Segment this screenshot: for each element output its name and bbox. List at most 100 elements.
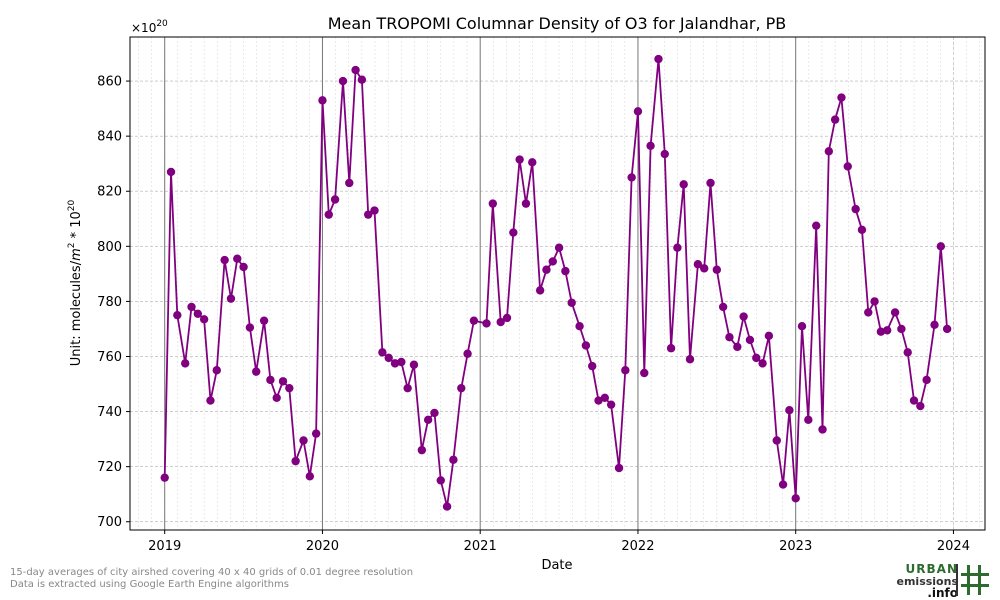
logo-word-urban: URBAN [905, 562, 958, 576]
data-point [606, 400, 616, 409]
data-point [509, 228, 518, 237]
data-point [922, 375, 931, 385]
data-point [791, 494, 800, 503]
y-tick-label: 740 [97, 405, 122, 420]
chart-title: Mean TROPOMI Columnar Density of O3 for … [328, 14, 787, 33]
y-tick-label: 860 [97, 75, 122, 90]
data-point [930, 320, 939, 330]
data-point [305, 472, 315, 481]
data-point [897, 324, 906, 334]
data-point [666, 344, 676, 353]
data-point [857, 225, 867, 234]
data-point [403, 383, 412, 393]
data-point [220, 255, 229, 265]
data-point [370, 206, 379, 215]
data-point [384, 353, 393, 363]
x-tick-label: 2020 [306, 539, 339, 554]
data-point [482, 319, 491, 328]
data-point [245, 323, 255, 332]
data-point [160, 473, 169, 482]
data-point [876, 327, 886, 336]
grid [130, 37, 985, 530]
y-tick-label: 700 [97, 515, 122, 530]
data-point [199, 315, 209, 324]
x-tick-label: 2019 [148, 539, 181, 554]
data-point [442, 502, 452, 511]
x-tick-label: 2024 [937, 539, 970, 554]
data-point [712, 265, 722, 274]
data-point [251, 367, 261, 376]
data-point [212, 366, 221, 375]
data-point [166, 167, 176, 177]
footnote-line-1: 15-day averages of city airshed covering… [10, 567, 414, 578]
offset-text: ×1020 [131, 19, 168, 35]
data-point [515, 155, 524, 164]
y-ticks: 700 720 740 760 780 800 820 840 860 [97, 75, 130, 530]
data-point [554, 243, 564, 252]
data-point [173, 310, 182, 320]
data-point [502, 313, 512, 323]
x-ticks: 2019 2020 2021 2022 2023 2024 [148, 530, 970, 554]
year-lines [164, 37, 797, 530]
data-point [824, 147, 834, 156]
data-point [700, 264, 709, 273]
y-tick-label: 840 [97, 130, 122, 145]
data-point [594, 396, 603, 405]
data-point [272, 393, 281, 402]
data-point [942, 324, 952, 334]
data-points [160, 54, 952, 511]
data-point [567, 298, 576, 307]
data-point [733, 342, 742, 352]
data-point [843, 162, 852, 171]
data-point [785, 405, 794, 415]
data-point [640, 368, 649, 378]
data-point [390, 359, 400, 368]
data-point [890, 308, 900, 317]
data-point [496, 317, 505, 327]
data-point [206, 396, 215, 405]
data-point [758, 359, 767, 368]
data-point [226, 294, 236, 303]
y-tick-label: 780 [97, 295, 122, 310]
data-point [916, 401, 925, 411]
data-point [830, 115, 840, 124]
data-point [181, 359, 190, 368]
data-point [870, 297, 879, 306]
data-point [903, 348, 912, 357]
series-line [163, 58, 948, 507]
data-point [600, 393, 610, 402]
data-point [718, 302, 728, 312]
data-point [345, 178, 354, 188]
data-point [673, 243, 682, 252]
y-tick-label: 800 [97, 240, 122, 255]
plot-frame [129, 36, 986, 531]
data-point [193, 309, 203, 318]
data-point [739, 312, 748, 321]
data-point [378, 348, 387, 357]
data-point [797, 321, 807, 331]
data-point [548, 257, 557, 266]
data-point [521, 199, 531, 208]
data-point [299, 436, 308, 445]
x-tick-label: 2022 [621, 539, 654, 554]
data-point [660, 149, 669, 159]
data-point [457, 383, 466, 393]
data-point [430, 408, 439, 418]
data-point [679, 180, 688, 189]
data-point [646, 141, 655, 150]
data-point [812, 221, 821, 230]
y-axis-label: Unit: molecules/m2 * 1020 [67, 199, 84, 366]
data-point [909, 396, 919, 405]
data-point [693, 260, 703, 269]
data-point [449, 455, 458, 464]
x-axis-label: Date [541, 558, 572, 573]
data-point [864, 308, 873, 317]
x-tick-label: 2021 [464, 539, 497, 554]
data-point [311, 429, 321, 438]
data-point [561, 266, 570, 276]
data-point [654, 54, 663, 64]
logo-word-emissions: emissions [896, 575, 959, 588]
data-point [627, 173, 636, 182]
data-point [614, 463, 624, 473]
